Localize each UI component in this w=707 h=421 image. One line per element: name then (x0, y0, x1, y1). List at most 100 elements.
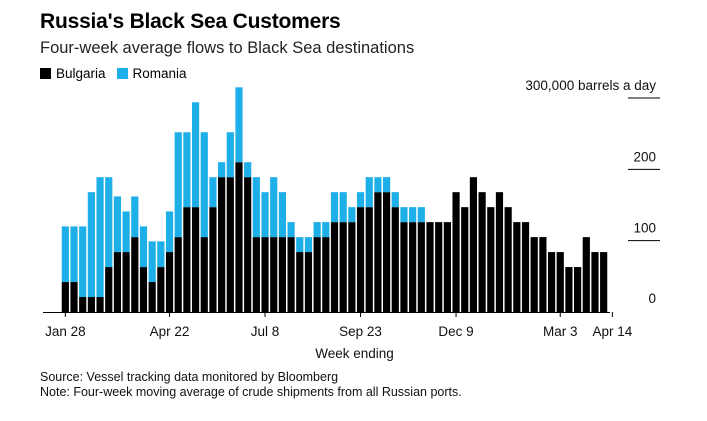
bar-romania (122, 211, 130, 253)
bar-bulgaria (348, 222, 356, 312)
bar-romania (278, 192, 286, 238)
bar-bulgaria (582, 237, 590, 312)
bar-romania (348, 207, 356, 223)
bar-bulgaria (504, 207, 512, 312)
bar-romania (304, 237, 313, 253)
bar-bulgaria (461, 207, 469, 312)
bar-romania (322, 222, 330, 238)
bar-bulgaria (478, 192, 486, 312)
bar-bulgaria (87, 297, 95, 312)
bar-bulgaria (157, 267, 165, 312)
bar-bulgaria (270, 237, 278, 312)
y-tick-label: 0 (648, 291, 656, 306)
bar-romania (244, 162, 252, 178)
bar-bulgaria (252, 237, 260, 312)
chart-legend: Bulgaria Romania (40, 66, 198, 81)
bar-bulgaria (495, 192, 504, 312)
chart-footer: Source: Vessel tracking data monitored b… (40, 370, 462, 400)
bar-bulgaria (122, 252, 130, 312)
bar-romania (235, 87, 243, 163)
bar-bulgaria (330, 222, 339, 312)
y-tick-label: 200 (633, 149, 656, 164)
bar-bulgaria (139, 267, 148, 312)
bar-romania (61, 226, 69, 283)
bar-romania (252, 177, 260, 238)
bar-romania (391, 192, 399, 208)
bar-bulgaria (600, 252, 608, 312)
bar-romania (174, 132, 182, 238)
bar-romania (313, 222, 321, 238)
bar-romania (87, 192, 95, 298)
bar-romania (96, 177, 104, 298)
bar-romania (365, 177, 373, 208)
bar-bulgaria (96, 297, 104, 312)
bar-bulgaria (105, 267, 113, 312)
bar-romania (330, 192, 339, 223)
bar-romania (79, 226, 87, 298)
bar-romania (226, 132, 234, 178)
legend-label-romania: Romania (132, 66, 187, 81)
bar-romania (383, 177, 391, 193)
bar-bulgaria (200, 237, 208, 312)
bar-bulgaria (356, 207, 365, 312)
legend-item-romania: Romania (116, 66, 187, 81)
bar-bulgaria (174, 237, 182, 312)
bar-bulgaria (547, 252, 556, 312)
bar-romania (191, 102, 200, 208)
bar-romania (131, 196, 139, 238)
bar-romania (139, 226, 148, 268)
x-tick-label: Mar 3 (543, 324, 578, 339)
bar-romania (417, 207, 425, 223)
chart-title: Russia's Black Sea Customers (40, 10, 341, 33)
x-tick-label: Apr 22 (150, 324, 190, 339)
bar-bulgaria (391, 207, 399, 312)
bar-romania (339, 192, 347, 223)
bar-bulgaria (565, 267, 573, 312)
bar-bulgaria (452, 192, 460, 312)
bar-bulgaria (383, 192, 391, 312)
bar-bulgaria (304, 252, 313, 312)
bar-bulgaria (539, 237, 547, 312)
bar-bulgaria (70, 282, 78, 312)
bar-romania (261, 192, 269, 238)
bar-romania (157, 241, 165, 268)
bar-bulgaria (435, 222, 443, 312)
bar-bulgaria (417, 222, 425, 312)
legend-item-bulgaria: Bulgaria (40, 66, 106, 81)
bar-bulgaria (165, 252, 174, 312)
bar-bulgaria (287, 237, 295, 312)
bar-bulgaria (113, 252, 122, 312)
bar-bulgaria (261, 237, 269, 312)
y-tick-label: 100 (633, 221, 656, 236)
bar-romania (296, 237, 304, 253)
bar-bulgaria (521, 222, 530, 312)
bar-bulgaria (278, 237, 286, 312)
bar-bulgaria (374, 192, 382, 312)
bar-bulgaria (191, 207, 200, 312)
bar-romania (209, 177, 217, 208)
bar-romania (374, 177, 382, 193)
bar-bulgaria (148, 282, 156, 312)
bar-romania (165, 211, 174, 253)
source-note: Source: Vessel tracking data monitored b… (40, 370, 339, 384)
bar-bulgaria (556, 252, 564, 312)
bar-bulgaria (313, 237, 321, 312)
bar-bulgaria (296, 252, 304, 312)
bar-bulgaria (61, 282, 69, 312)
bar-bulgaria (339, 222, 347, 312)
bar-bulgaria (574, 267, 582, 312)
bar-bulgaria (443, 222, 451, 312)
bar-bulgaria (426, 222, 434, 312)
bar-romania (113, 196, 122, 253)
x-axis-title: Week ending (315, 346, 394, 361)
bar-romania (218, 162, 226, 178)
legend-label-bulgaria: Bulgaria (56, 66, 106, 81)
bar-romania (200, 132, 208, 238)
bar-romania (105, 177, 113, 268)
x-tick-label: Dec 9 (438, 324, 473, 339)
bar-bulgaria (244, 177, 252, 312)
bar-bulgaria (226, 177, 234, 312)
methodology-note: Note: Four-week moving average of crude … (40, 385, 462, 399)
bar-bulgaria (235, 162, 243, 312)
